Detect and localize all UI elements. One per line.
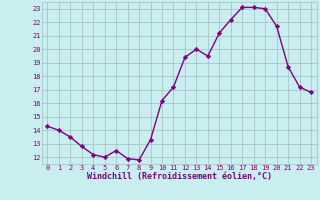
X-axis label: Windchill (Refroidissement éolien,°C): Windchill (Refroidissement éolien,°C) <box>87 172 272 181</box>
